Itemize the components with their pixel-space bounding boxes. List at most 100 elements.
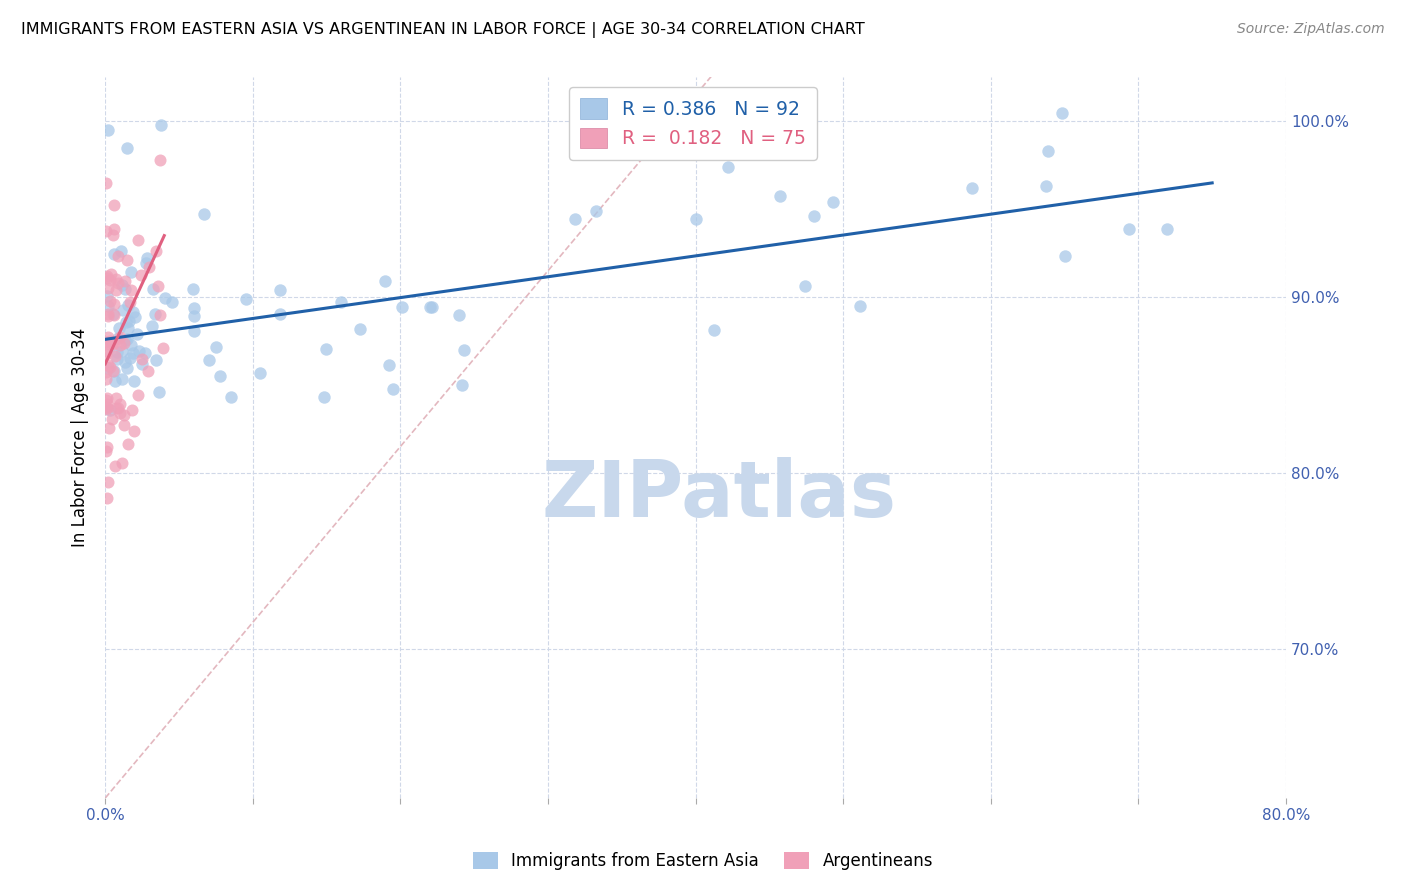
Point (107, 249, 129, 263)
Point (155, 291, 177, 305)
Point (117, 332, 139, 346)
Point (197, 352, 219, 367)
Point (149, 153, 172, 167)
Point (111, 302, 134, 317)
Point (97, 309, 120, 323)
Point (146, 278, 169, 293)
Point (447, 308, 470, 322)
Point (101, 412, 124, 426)
Point (97, 336, 120, 351)
Point (114, 333, 136, 347)
Point (127, 233, 149, 247)
Point (101, 364, 124, 378)
Point (1050, 105, 1073, 120)
Point (136, 251, 159, 265)
Point (249, 366, 271, 380)
Point (103, 198, 125, 212)
Point (96, 268, 118, 283)
Text: IMMIGRANTS FROM EASTERN ASIA VS ARGENTINEAN IN LABOR FORCE | AGE 30-34 CORRELATI: IMMIGRANTS FROM EASTERN ASIA VS ARGENTIN… (21, 22, 865, 38)
Point (94, 444, 117, 458)
Point (312, 390, 335, 404)
Point (94, 400, 117, 414)
Point (97, 299, 120, 313)
Point (104, 374, 127, 388)
Point (103, 308, 125, 322)
Point (101, 337, 124, 351)
Point (120, 295, 142, 310)
Point (96, 396, 118, 410)
Point (97, 281, 120, 295)
Point (127, 388, 149, 402)
Point (1118, 222, 1140, 236)
Point (135, 256, 157, 270)
Point (111, 344, 134, 359)
Point (94, 334, 117, 349)
Point (114, 282, 136, 296)
Point (107, 277, 129, 291)
Point (96, 270, 118, 285)
Point (420, 300, 443, 314)
Point (269, 283, 291, 297)
Point (122, 374, 145, 388)
Point (105, 283, 128, 297)
Point (138, 260, 160, 274)
Point (136, 364, 159, 378)
Point (94, 177, 117, 191)
Point (101, 307, 124, 321)
Point (96, 289, 118, 303)
Point (111, 456, 134, 470)
Point (148, 385, 170, 400)
Point (162, 295, 184, 310)
Point (103, 246, 125, 260)
Point (97, 358, 120, 372)
Point (96, 401, 118, 415)
Point (100, 273, 122, 287)
Point (105, 392, 128, 406)
Point (208, 369, 231, 384)
Legend: Immigrants from Eastern Asia, Argentineans: Immigrants from Eastern Asia, Argentinea… (467, 845, 939, 877)
Point (117, 298, 139, 312)
Point (96, 491, 118, 505)
Point (125, 326, 148, 341)
Point (685, 211, 707, 226)
Point (101, 336, 124, 351)
Point (107, 331, 129, 345)
Point (821, 195, 844, 210)
Point (105, 401, 128, 415)
Point (378, 358, 401, 372)
Point (124, 310, 146, 324)
Point (150, 118, 173, 132)
Point (793, 279, 815, 293)
Point (105, 351, 128, 366)
Point (381, 382, 404, 396)
Point (97, 420, 120, 434)
Point (219, 390, 242, 404)
Point (118, 314, 141, 328)
Point (183, 310, 205, 324)
Point (142, 282, 165, 296)
Point (1035, 179, 1057, 194)
Point (128, 344, 150, 359)
Point (122, 425, 145, 439)
Point (315, 342, 337, 356)
Point (193, 207, 215, 221)
Point (97, 329, 120, 343)
Point (100, 267, 122, 281)
Point (115, 252, 138, 267)
Point (183, 324, 205, 338)
Point (98, 334, 121, 348)
Point (181, 281, 204, 295)
Point (98, 360, 121, 375)
Point (131, 358, 153, 372)
Point (96, 440, 118, 454)
Point (564, 212, 586, 227)
Point (235, 292, 257, 306)
Point (96, 391, 118, 405)
Point (101, 227, 124, 242)
Text: ZIPatlas: ZIPatlas (541, 458, 897, 533)
Point (100, 402, 122, 417)
Point (104, 349, 127, 363)
Point (848, 299, 870, 313)
Point (94, 224, 117, 238)
Point (97, 475, 120, 490)
